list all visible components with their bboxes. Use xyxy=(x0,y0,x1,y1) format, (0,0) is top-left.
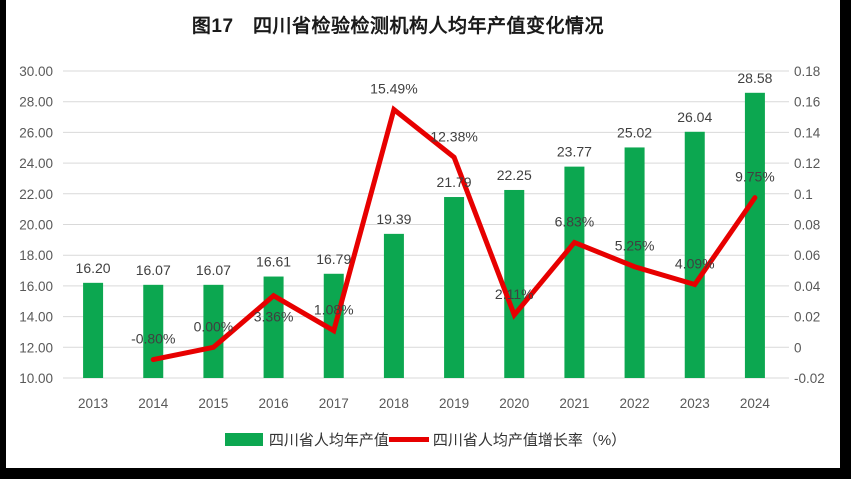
right-axis-tick-0.04: 0.04 xyxy=(794,279,821,294)
bar-value-label-2022: 25.02 xyxy=(617,124,652,140)
bar-value-label-2021: 23.77 xyxy=(557,144,592,160)
right-axis-tick--0.02: -0.02 xyxy=(794,371,825,386)
x-axis-label-2018: 2018 xyxy=(379,396,409,411)
growth-label-2023: 4.09% xyxy=(675,256,715,272)
growth-label-2021: 6.83% xyxy=(555,213,595,229)
x-axis-label-2023: 2023 xyxy=(680,396,710,411)
x-axis-label-2020: 2020 xyxy=(499,396,529,411)
x-axis-label-2017: 2017 xyxy=(319,396,349,411)
bar-value-label-2020: 22.25 xyxy=(497,167,532,183)
bar-2019 xyxy=(444,197,465,378)
bar-2016 xyxy=(263,276,284,378)
left-axis-tick-30.00: 30.00 xyxy=(19,64,53,79)
left-axis-tick-12.00: 12.00 xyxy=(19,340,53,355)
right-axis-tick-0.02: 0.02 xyxy=(794,310,820,325)
bar-value-label-2019: 21.79 xyxy=(437,174,472,190)
growth-label-2018: 15.49% xyxy=(370,81,417,97)
growth-label-2024: 9.75% xyxy=(735,169,775,185)
x-axis-label-2021: 2021 xyxy=(559,396,589,411)
growth-label-2020: 2.11% xyxy=(495,286,534,302)
right-axis-tick-0.14: 0.14 xyxy=(794,125,821,140)
bar-value-label-2013: 16.20 xyxy=(76,260,111,276)
legend-item-line-series: 四川省人均产值增长率（%） xyxy=(388,429,627,450)
bar-value-label-2024: 28.58 xyxy=(737,70,772,86)
right-axis-tick-0.18: 0.18 xyxy=(794,64,820,79)
chart-title: 图17 四川省检验检测机构人均年产值变化情况 xyxy=(191,16,605,37)
left-axis-tick-14.00: 14.00 xyxy=(19,310,53,325)
right-axis-tick-0.06: 0.06 xyxy=(794,248,820,263)
left-axis-tick-20.00: 20.00 xyxy=(19,218,53,233)
x-axis-label-2016: 2016 xyxy=(259,396,289,411)
left-axis-tick-10.00: 10.00 xyxy=(19,371,53,386)
x-axis-label-2014: 2014 xyxy=(138,396,169,411)
left-axis-tick-24.00: 24.00 xyxy=(19,156,53,171)
bar-value-label-2018: 19.39 xyxy=(376,211,411,227)
bar-2015 xyxy=(203,284,224,378)
growth-label-2016: 3.36% xyxy=(254,309,294,325)
left-axis-tick-28.00: 28.00 xyxy=(19,95,53,110)
bar-2021 xyxy=(564,166,585,378)
bar-value-label-2017: 16.79 xyxy=(316,251,351,267)
x-axis-label-2015: 2015 xyxy=(198,396,228,411)
x-axis-label-2013: 2013 xyxy=(78,396,108,411)
bar-2023 xyxy=(684,131,705,378)
right-axis-tick-0: 0 xyxy=(794,340,802,355)
bar-series-swatch xyxy=(224,433,263,446)
growth-label-2022: 5.25% xyxy=(615,238,655,254)
legend-label-bar-series: 四川省人均年产值 xyxy=(268,432,389,449)
right-axis-tick-0.12: 0.12 xyxy=(794,156,820,171)
x-axis-label-2024: 2024 xyxy=(740,396,771,411)
left-axis-tick-16.00: 16.00 xyxy=(19,279,53,294)
chart-legend: 四川省人均年产值 四川省人均产值增长率（%） xyxy=(0,429,851,450)
left-axis-tick-26.00: 26.00 xyxy=(19,125,53,140)
bar-value-label-2023: 26.04 xyxy=(677,109,712,125)
legend-item-bar-series: 四川省人均年产值 xyxy=(224,429,389,450)
growth-label-2015: 0.00% xyxy=(194,318,234,334)
growth-line xyxy=(150,105,758,363)
left-axis-tick-22.00: 22.00 xyxy=(19,187,53,202)
x-axis-label-2022: 2022 xyxy=(620,396,650,411)
bar-value-label-2016: 16.61 xyxy=(256,254,291,270)
bar-2022 xyxy=(624,147,645,378)
bar-value-label-2015: 16.07 xyxy=(196,262,231,278)
bar-2018 xyxy=(383,233,404,378)
right-axis-tick-0.16: 0.16 xyxy=(794,95,820,110)
x-axis-label-2019: 2019 xyxy=(439,396,469,411)
legend-label-line-series: 四川省人均产值增长率（%） xyxy=(432,432,627,449)
growth-label-2014: -0.80% xyxy=(131,331,175,347)
bar-2020 xyxy=(504,189,525,378)
line-series-swatch xyxy=(388,437,429,442)
bar-2024 xyxy=(744,92,765,378)
bar-value-label-2014: 16.07 xyxy=(136,262,171,278)
growth-label-2017: 1.08% xyxy=(314,302,354,318)
right-axis-tick-0.1: 0.1 xyxy=(794,187,813,202)
bar-2013 xyxy=(83,282,104,378)
left-axis-tick-18.00: 18.00 xyxy=(19,248,53,263)
bar-2014 xyxy=(143,284,164,378)
growth-label-2019: 12.38% xyxy=(430,128,477,144)
right-axis-tick-0.08: 0.08 xyxy=(794,218,820,233)
